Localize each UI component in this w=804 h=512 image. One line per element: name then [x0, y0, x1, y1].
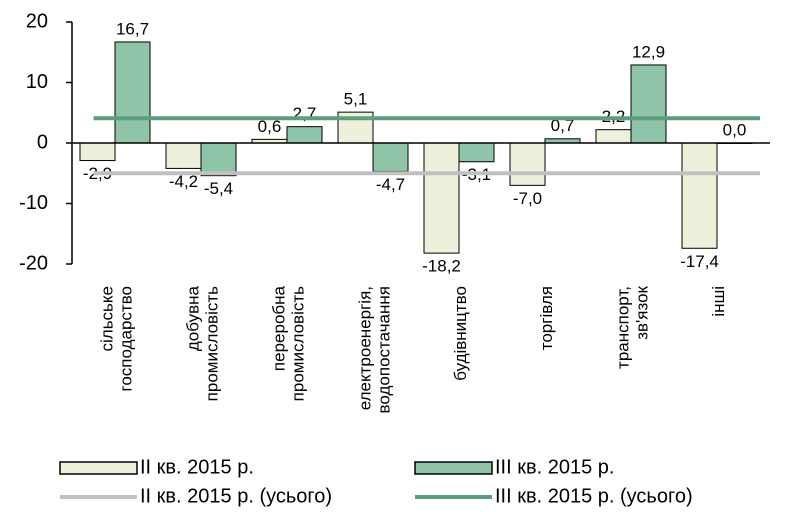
y-tick-label: 20 [26, 10, 48, 32]
bar [630, 64, 667, 144]
data-label: 0,0 [723, 120, 747, 139]
x-tick-label-line: транспорт, [614, 286, 633, 369]
x-tick-label: торгівля [537, 286, 556, 350]
x-tick-label: будівництво [451, 286, 470, 381]
bar [595, 129, 632, 144]
x-tick-label-line: переробна [270, 285, 289, 371]
legend-label: ІІ кв. 2015 р. (усього) [140, 485, 332, 507]
data-label: -17,4 [680, 252, 719, 271]
bar [79, 142, 116, 162]
x-tick-label: інші [709, 286, 728, 317]
data-label: 16,7 [116, 19, 149, 38]
bar [165, 142, 202, 169]
bar [458, 142, 495, 163]
x-tick-label-line: добувна [184, 285, 203, 351]
y-tick-label: 0 [37, 131, 48, 153]
legend-swatch [414, 461, 493, 475]
data-label: 5,1 [344, 90, 368, 109]
legend-swatch [59, 461, 138, 475]
data-label: 12,9 [632, 42, 665, 61]
bar [200, 142, 237, 177]
y-tick-label: -20 [19, 252, 48, 274]
data-label: -5,4 [204, 179, 233, 198]
data-label: -7,0 [513, 189, 542, 208]
legend-label: ІІ кв. 2015 р. [140, 456, 254, 478]
x-tick-label-line: будівництво [451, 286, 470, 381]
x-tick-label: добувнапромисловість [184, 285, 222, 401]
bar [681, 142, 718, 249]
data-label: 0,7 [551, 116, 575, 135]
x-tick-label-line: торгівля [537, 286, 556, 350]
legend-label: ІІІ кв. 2015 р. (усього) [495, 485, 693, 507]
x-tick-label-line: водопостачання [375, 286, 394, 413]
data-label: -18,2 [422, 257, 461, 276]
data-label: 0,6 [258, 117, 282, 136]
x-tick-label: переробнапромисловість [270, 285, 308, 401]
x-tick-label: електроенергія,водопостачання [356, 286, 394, 413]
data-label: 2,7 [293, 104, 317, 123]
data-label: -4,7 [376, 175, 405, 194]
x-tick-label-line: сільське [98, 286, 117, 352]
x-tick-label: сільськегосподарство [98, 286, 136, 391]
bar [423, 142, 460, 254]
data-label: -4,2 [169, 172, 198, 191]
y-tick-label: 10 [26, 71, 48, 93]
x-tick-label-line: промисловість [289, 286, 308, 401]
bar [286, 126, 323, 144]
bar [114, 41, 151, 144]
x-tick-label-line: господарство [117, 286, 136, 391]
legend-label: ІІІ кв. 2015 р. [495, 456, 614, 478]
bar [509, 142, 546, 186]
x-tick-label-line: інші [709, 286, 728, 317]
x-tick-label-line: зв'язок [633, 285, 652, 339]
bar [372, 142, 409, 172]
x-tick-label-line: електроенергія, [356, 286, 375, 410]
x-tick-label: транспорт,зв'язок [614, 285, 652, 369]
x-tick-label-line: промисловість [203, 286, 222, 401]
y-tick-label: -10 [19, 192, 48, 214]
